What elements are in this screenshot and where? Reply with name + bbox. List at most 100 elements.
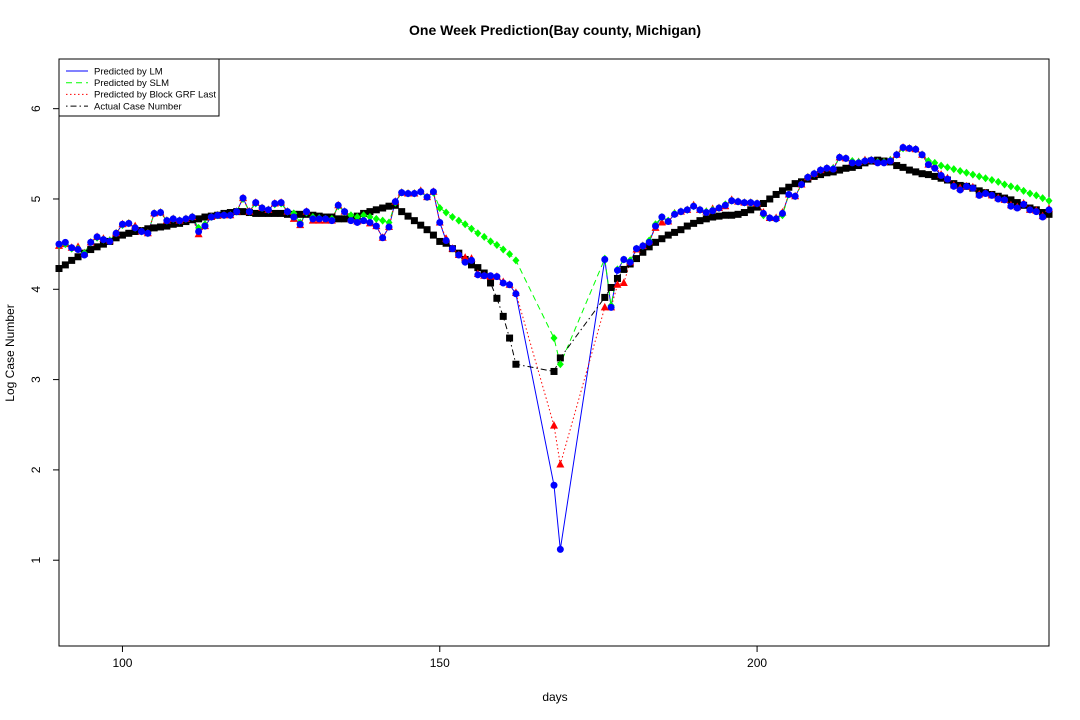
lm-point	[245, 208, 253, 216]
grf-point	[556, 459, 565, 468]
lm-point	[683, 206, 691, 214]
lm-point	[239, 194, 247, 202]
lm-point	[778, 209, 786, 217]
lm-point	[487, 272, 495, 280]
actual-point	[912, 168, 920, 176]
actual-point	[550, 367, 558, 375]
lm-point	[658, 213, 666, 221]
actual-point	[893, 162, 901, 170]
actual-point	[696, 217, 704, 225]
slm-point	[1039, 194, 1047, 203]
lm-point	[74, 246, 82, 254]
actual-point	[239, 208, 247, 216]
actual-point	[87, 246, 95, 254]
lm-point	[80, 251, 88, 259]
lm-point	[1045, 206, 1053, 214]
actual-point	[905, 166, 913, 174]
lm-point	[855, 159, 863, 167]
actual-point	[429, 231, 437, 239]
actual-point	[715, 212, 723, 220]
actual-point	[125, 229, 133, 237]
lm-point	[68, 244, 76, 252]
lm-point	[99, 236, 107, 244]
lm-point	[766, 214, 774, 222]
lm-point	[341, 208, 349, 216]
lm-point	[176, 217, 184, 225]
actual-point	[613, 274, 621, 282]
lm-point	[994, 195, 1002, 203]
lm-point	[138, 227, 145, 235]
lm-point	[468, 256, 475, 264]
actual-point	[601, 293, 609, 301]
lm-point	[874, 159, 882, 167]
slm-point	[372, 214, 380, 223]
lm-point	[188, 213, 196, 221]
y-tick-label: 3	[29, 376, 43, 383]
lm-point	[398, 189, 406, 197]
slm-point	[994, 177, 1002, 186]
actual-point	[652, 238, 660, 246]
actual-markers	[55, 156, 1053, 375]
lm-point	[379, 234, 387, 242]
x-tick-label: 100	[112, 656, 132, 670]
lm-point	[150, 209, 158, 217]
lm-point	[118, 220, 126, 228]
actual-point	[899, 163, 907, 171]
actual-point	[341, 215, 349, 223]
lm-point	[842, 154, 850, 162]
lm-point	[220, 211, 228, 219]
lm-point	[899, 144, 907, 152]
lm-point	[1026, 206, 1034, 214]
slm-point	[499, 245, 507, 254]
lm-point	[55, 240, 63, 248]
actual-point	[1045, 210, 1053, 218]
lm-point	[264, 206, 272, 214]
lm-point	[772, 215, 780, 223]
y-tick-label: 5	[29, 195, 43, 202]
actual-point	[195, 215, 203, 223]
lm-point	[360, 217, 368, 225]
lm-point	[283, 208, 291, 216]
actual-point	[690, 219, 698, 227]
lm-line	[58, 146, 1050, 550]
lm-point	[493, 273, 501, 281]
lm-point	[785, 190, 793, 198]
lm-point	[867, 156, 875, 164]
lm-point	[353, 218, 361, 226]
lm-point	[943, 175, 951, 183]
axes: 100 150 200 1 2 3 4 5 6	[29, 105, 767, 670]
lm-point	[633, 245, 640, 253]
lm-point	[1001, 196, 1009, 204]
actual-point	[296, 210, 304, 218]
lm-point	[499, 279, 507, 287]
lm-point	[645, 238, 653, 246]
actual-point	[823, 169, 831, 177]
lm-point	[474, 271, 482, 279]
slm-point	[1026, 189, 1034, 198]
lm-point	[290, 213, 298, 221]
lm-point	[258, 204, 266, 212]
lm-point	[709, 207, 717, 215]
lm-point	[163, 217, 171, 225]
lm-point	[804, 173, 812, 181]
actual-point	[366, 208, 374, 216]
slm-point	[506, 250, 514, 259]
grf-point	[619, 278, 628, 286]
lm-point	[61, 238, 69, 246]
lm-point	[550, 481, 558, 489]
lm-markers	[55, 144, 1053, 553]
slm-line	[58, 147, 1050, 366]
lm-point	[924, 161, 932, 169]
slm-point	[347, 211, 355, 220]
lm-point	[969, 184, 977, 192]
legend-label-slm: Predicted by SLM	[94, 78, 169, 89]
lm-point	[848, 159, 856, 167]
actual-point	[385, 202, 393, 210]
lm-point	[671, 210, 679, 218]
lm-point	[613, 266, 621, 274]
slm-point	[963, 168, 970, 177]
lm-point	[410, 190, 418, 198]
actual-point	[118, 231, 126, 239]
slm-point	[956, 166, 964, 175]
